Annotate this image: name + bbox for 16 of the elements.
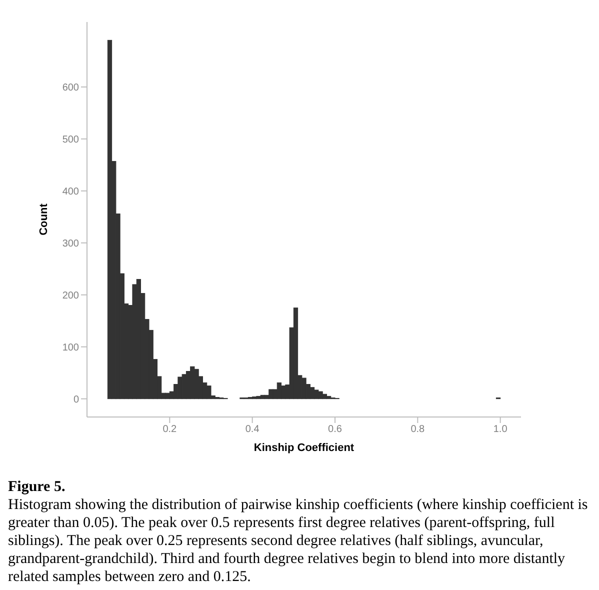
- x-axis-title: Kinship Coefficient: [254, 442, 354, 454]
- y-tick-label: 200: [62, 290, 80, 302]
- y-axis-title: Count: [38, 203, 50, 236]
- y-tick-label: 0: [73, 394, 80, 406]
- x-tick-label: 1.0: [493, 424, 508, 436]
- x-tick-label: 0.6: [328, 424, 342, 436]
- y-tick-label: 500: [62, 134, 80, 146]
- y-tick-label: 300: [62, 238, 80, 250]
- x-tick-label: 0.4: [245, 424, 260, 436]
- y-tick-label: 100: [62, 342, 80, 354]
- text: Histogram showing the distribution of pairwise kinship coefficients (where kinship coefficient is greater than 0.05). The peak over 0.5 represents first degree relatives (parent-offspring, full siblings). The peak over 0.25 represents second degree relatives (half siblings, avuncular, grandparent-grandchild). Third and fourth degree relatives begin to blend into more distantly related samples between zero and 0.125.: [8, 496, 589, 586]
- y-tick-label: 600: [62, 82, 80, 94]
- x-tick-label: 0.2: [162, 424, 178, 436]
- caption: Figure 5.: [8, 478, 66, 496]
- y-tick-label: 400: [62, 186, 80, 198]
- x-tick-label: 0.8: [410, 424, 426, 436]
